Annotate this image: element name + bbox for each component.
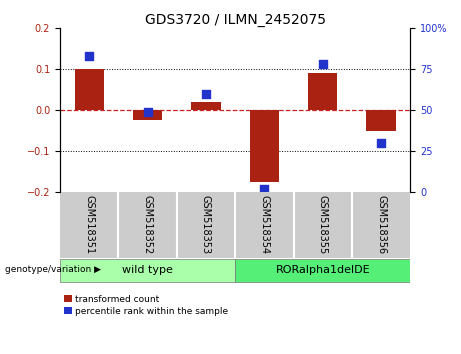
Text: GSM518356: GSM518356: [376, 195, 386, 255]
Text: GSM518355: GSM518355: [318, 195, 328, 255]
Bar: [250, 110, 279, 182]
Point: [202, 91, 210, 97]
Point: [144, 109, 151, 115]
Bar: [191, 102, 220, 110]
Text: wild type: wild type: [122, 265, 173, 275]
Bar: [133, 110, 162, 120]
Text: genotype/variation ▶: genotype/variation ▶: [5, 264, 100, 274]
Text: RORalpha1delDE: RORalpha1delDE: [275, 265, 370, 275]
Legend: transformed count, percentile rank within the sample: transformed count, percentile rank withi…: [65, 295, 228, 315]
Bar: [235, 259, 410, 282]
Text: GSM518353: GSM518353: [201, 195, 211, 255]
Text: GSM518351: GSM518351: [84, 195, 94, 255]
Point: [378, 140, 385, 146]
Title: GDS3720 / ILMN_2452075: GDS3720 / ILMN_2452075: [145, 13, 325, 27]
Bar: [366, 110, 396, 131]
Text: GSM518354: GSM518354: [259, 195, 269, 255]
Point: [319, 62, 326, 67]
Bar: [75, 69, 104, 110]
Text: GSM518352: GSM518352: [142, 195, 153, 255]
Point: [85, 53, 93, 59]
Bar: [308, 73, 337, 110]
Point: [260, 186, 268, 192]
Bar: [60, 259, 235, 282]
